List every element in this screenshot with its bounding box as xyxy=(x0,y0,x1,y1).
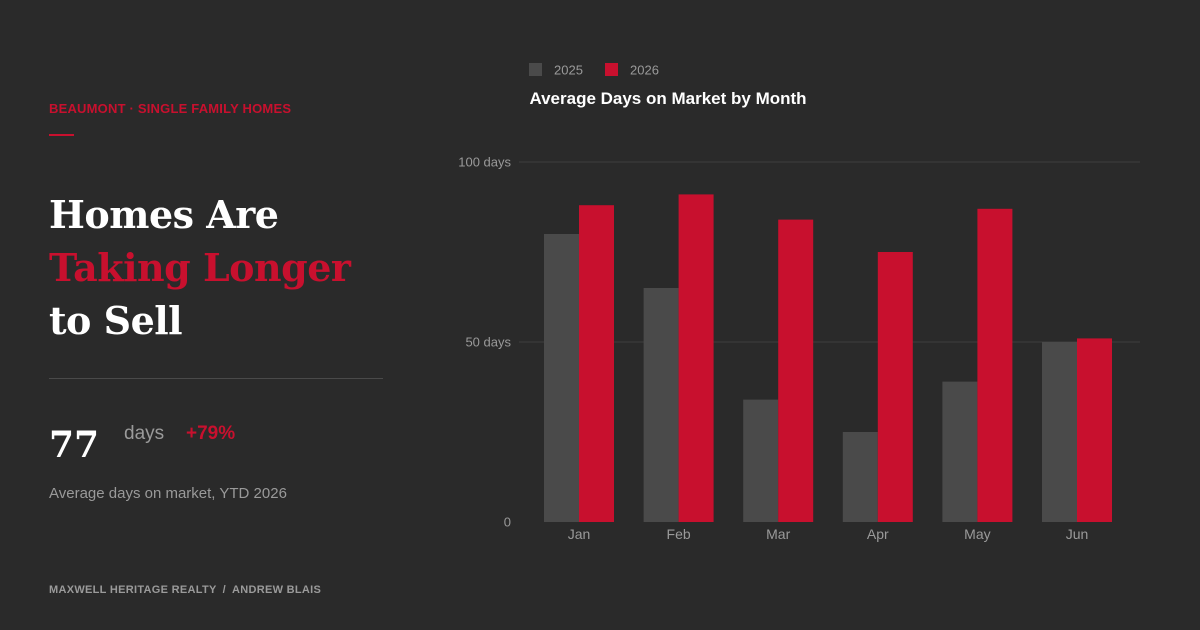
bar-2026-jan xyxy=(579,205,614,522)
chart-bars xyxy=(544,194,1112,523)
y-tick-label: 50 days xyxy=(465,335,511,350)
chart-gridlines xyxy=(519,161,1140,343)
headline-line-1: Homes Are xyxy=(49,192,279,237)
legend-swatch-2025 xyxy=(529,63,542,76)
footer-credit: MAXWELL HERITAGE REALTY / ANDREW BLAIS xyxy=(49,584,321,596)
eyebrow-accent-rule xyxy=(49,134,74,136)
x-tick-label: Mar xyxy=(766,526,790,542)
bar-2025-apr xyxy=(842,432,878,522)
bar-2025-jan xyxy=(544,234,579,522)
bar-2026-apr xyxy=(877,252,913,522)
footer-agent: ANDREW BLAIS xyxy=(231,584,322,596)
footer-brokerage: MAXWELL HERITAGE REALTY xyxy=(49,584,217,596)
headline: Homes Are Taking Longer to Sell xyxy=(49,188,351,347)
bar-2026-may xyxy=(977,208,1013,523)
chart-title: Average Days on Market by Month xyxy=(529,89,806,108)
legend-label-2025: 2025 xyxy=(554,63,583,78)
headline-line-2: Taking Longer xyxy=(49,245,351,290)
headline-line-3: to Sell xyxy=(49,298,183,343)
bar-2026-feb xyxy=(678,194,714,522)
stat-change: +79% xyxy=(186,423,236,444)
x-tick-label: Apr xyxy=(867,526,889,542)
y-tick-label: 0 xyxy=(504,515,511,530)
bar-2026-mar xyxy=(778,219,814,522)
section-divider xyxy=(49,378,383,379)
y-tick-label: 100 days xyxy=(458,155,511,170)
stat-caption: Average days on market, YTD 2026 xyxy=(49,485,287,502)
x-tick-label: May xyxy=(964,526,990,542)
chart-y-axis: 0 50 days 100 days xyxy=(458,155,511,530)
x-tick-label: Feb xyxy=(667,526,691,542)
stat-value: 77 xyxy=(49,424,100,466)
market-eyebrow: BEAUMONT · SINGLE FAMILY HOMES xyxy=(49,101,292,116)
bar-2025-feb xyxy=(643,288,679,522)
legend-swatch-2026 xyxy=(605,63,618,76)
chart-x-axis: Jan Feb Mar Apr May Jun xyxy=(568,526,1089,542)
footer-separator: / xyxy=(222,584,226,596)
bar-2025-may xyxy=(942,381,978,522)
legend-label-2026: 2026 xyxy=(630,63,659,78)
x-tick-label: Jun xyxy=(1066,526,1089,542)
stat-unit: days xyxy=(124,423,165,444)
x-tick-label: Jan xyxy=(568,526,591,542)
bar-2025-mar xyxy=(743,399,779,522)
bar-2025-jun xyxy=(1042,342,1077,522)
chart-legend: 2025 2026 xyxy=(529,63,659,78)
bar-2026-jun xyxy=(1077,338,1112,522)
